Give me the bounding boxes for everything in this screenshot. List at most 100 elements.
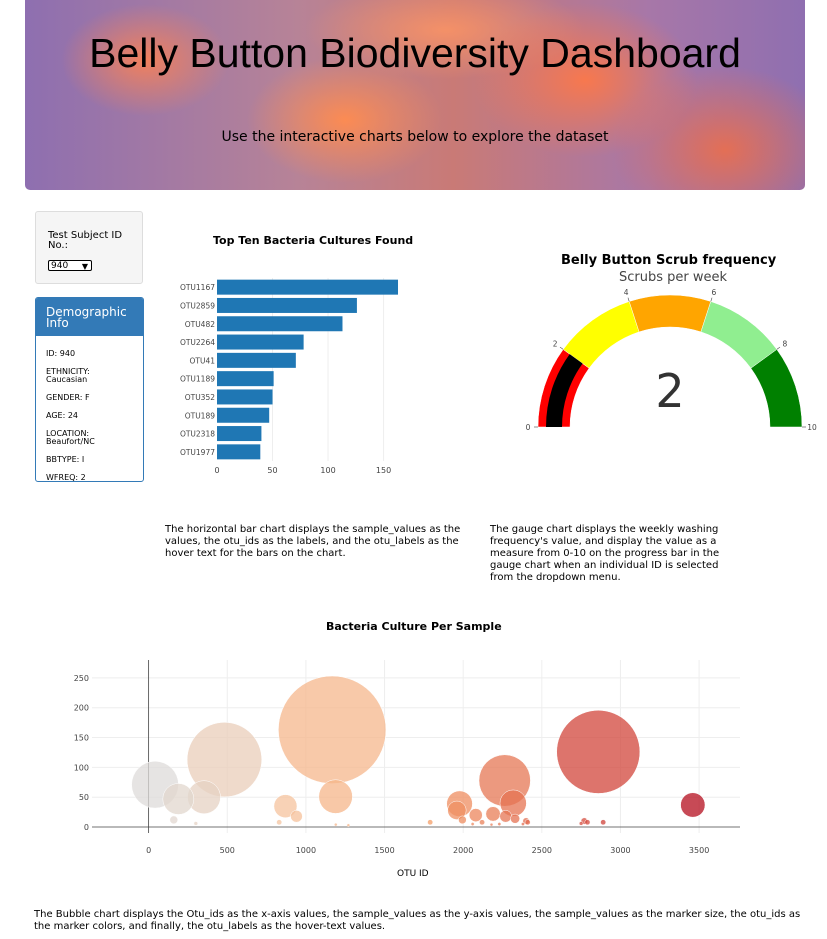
demo-age: AGE: 24 <box>46 411 79 420</box>
bubble-point <box>458 815 467 825</box>
bar-category-label: OTU352 <box>185 393 216 402</box>
bubble-xtick-label: 500 <box>220 846 235 855</box>
bubble-point <box>278 675 387 784</box>
bubble-point <box>556 710 641 794</box>
bar-xtick-label: 50 <box>267 466 277 475</box>
bubble-point <box>447 800 467 820</box>
gauge-tick <box>559 346 564 350</box>
bubble-chart-title: Bacteria Culture Per Sample <box>326 620 502 633</box>
bubble-point <box>600 819 607 826</box>
gauge-tick-label: 0 <box>526 423 531 432</box>
demo-bbtype: BBTYPE: I <box>46 455 85 464</box>
bar-mark <box>217 444 261 460</box>
demographic-body: ID: 940 ETHNICITY: Caucasian GENDER: F A… <box>36 336 143 482</box>
bar-mark <box>217 279 399 295</box>
bubble-xtick-label: 3000 <box>610 846 630 855</box>
bubble-point <box>346 823 351 827</box>
bar-category-label: OTU482 <box>185 320 216 329</box>
subject-id-dropdown[interactable]: 940 ▼ <box>48 260 92 271</box>
bar-xtick-label: 100 <box>320 466 335 475</box>
bar-category-label: OTU189 <box>185 411 216 420</box>
bar-mark <box>217 389 273 405</box>
bubble-ytick-label: 250 <box>74 674 89 683</box>
bubble-description: The Bubble chart displays the Otu_ids as… <box>34 909 801 932</box>
bubble-point <box>524 819 531 826</box>
bubble-xtick-label: 1500 <box>374 846 394 855</box>
bubble-ytick-label: 0 <box>84 823 89 832</box>
bubble-point <box>193 821 199 826</box>
demographic-panel: Demographic Info ID: 940 ETHNICITY: Cauc… <box>35 297 144 482</box>
demo-wfreq: WFREQ: 2 <box>46 473 86 482</box>
bubble-xaxis-label: OTU ID <box>397 869 429 879</box>
bar-xtick-label: 150 <box>376 466 391 475</box>
bubble-xtick-label: 2000 <box>453 846 473 855</box>
bar-category-label: OTU1167 <box>180 283 215 292</box>
bar-mark <box>217 426 262 442</box>
bubble-point <box>318 779 353 814</box>
bubble-point <box>521 822 525 826</box>
gauge-value-label: 2 <box>655 364 684 418</box>
bar-chart: 0 50 100 150 OTU1167 OTU2859 OTU482 OTU2264 OTU4… <box>180 278 399 475</box>
bubble-point <box>485 806 501 822</box>
gauge-tick-label: 8 <box>782 340 787 349</box>
bar-category-label: OTU2859 <box>180 301 215 310</box>
bubble-xtick-label: 2500 <box>532 846 552 855</box>
bubble-point <box>578 821 584 826</box>
bar-category-label: OTU41 <box>189 356 215 365</box>
chevron-down-icon: ▼ <box>81 262 88 271</box>
demo-location: LOCATION: Beaufort/NC <box>46 429 95 446</box>
bubble-point <box>290 810 303 823</box>
gauge-description: The gauge chart displays the weekly wash… <box>490 524 720 583</box>
bar-category-label: OTU1189 <box>180 375 215 384</box>
gauge-step <box>750 349 803 428</box>
bubble-point <box>273 794 298 818</box>
page-title: Belly Button Biodiversity Dashboard <box>89 30 741 76</box>
bubble-ytick-label: 100 <box>74 763 89 772</box>
gauge-tick <box>710 297 713 302</box>
gauge-tick-label: 2 <box>553 340 558 349</box>
gauge-value-bar <box>546 354 583 427</box>
bubble-point <box>489 822 494 827</box>
bar-mark <box>217 352 296 368</box>
bubble-point <box>584 819 591 826</box>
gauge-tick-label: 6 <box>711 288 716 297</box>
demographic-heading: Demographic Info <box>36 298 143 336</box>
bar-mark <box>217 371 274 387</box>
subject-selector-label: Test Subject ID No.: <box>48 230 123 251</box>
bubble-point <box>479 819 485 826</box>
bar-description: The horizontal bar chart displays the sa… <box>165 524 461 559</box>
bubble-point <box>510 813 520 824</box>
bubble-point <box>680 792 706 818</box>
gauge-step <box>628 294 712 333</box>
bubble-xtick-label: 1000 <box>296 846 316 855</box>
bubble-point <box>470 822 475 826</box>
bar-mark <box>217 297 357 313</box>
demo-gender: GENDER: F <box>46 393 90 402</box>
bar-chart-title: Top Ten Bacteria Cultures Found <box>213 234 414 247</box>
subject-id-value: 940 <box>51 261 69 271</box>
bubble-point <box>499 810 512 823</box>
bubble-point <box>169 815 178 825</box>
bar-category-label: OTU1977 <box>180 448 215 457</box>
bubble-point <box>162 783 195 815</box>
bubble-ytick-label: 200 <box>74 704 89 713</box>
gauge-chart-title: Belly Button Scrub frequency <box>561 253 777 268</box>
gauge-tick <box>627 297 630 302</box>
gauge-tick <box>776 346 781 350</box>
subject-selector-panel: Test Subject ID No.: 940 ▼ <box>35 211 143 284</box>
bubble-point <box>186 722 262 798</box>
gauge-tick-label: 10 <box>807 423 817 432</box>
bar-mark <box>217 316 343 332</box>
bar-mark <box>217 407 270 423</box>
page-subtitle: Use the interactive charts below to expl… <box>221 129 609 145</box>
bubble-ytick-label: 50 <box>79 793 89 802</box>
bubble-xtick-label: 3500 <box>689 846 709 855</box>
bubble-point <box>427 819 434 826</box>
bubble-ytick-label: 150 <box>74 734 89 743</box>
demo-ethnicity: ETHNICITY: Caucasian <box>46 367 90 384</box>
bubble-point <box>334 822 338 827</box>
bar-category-label: OTU2318 <box>180 430 215 439</box>
gauge-subtitle: Scrubs per week <box>619 270 728 285</box>
bar-category-label: OTU2264 <box>180 338 215 347</box>
